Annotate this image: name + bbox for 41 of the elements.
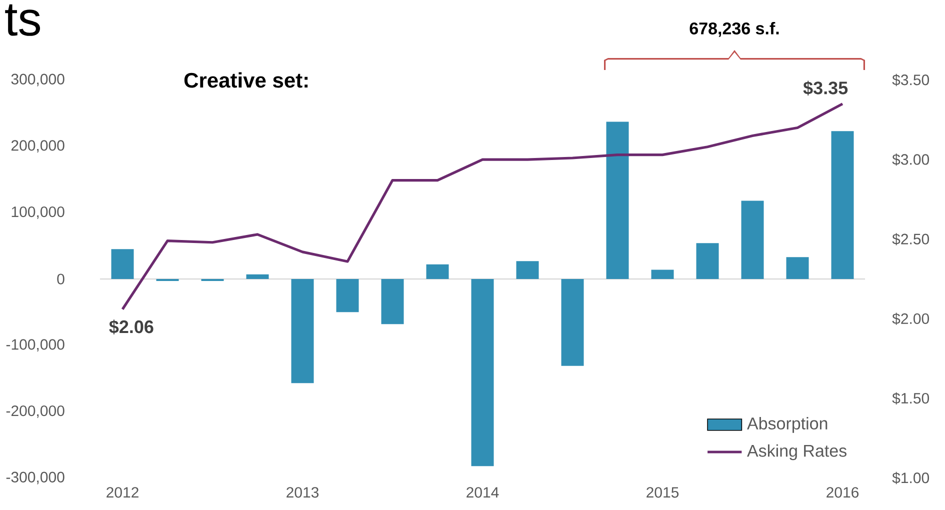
- bar: [426, 264, 449, 279]
- y2-tick-label: $2.00: [892, 312, 930, 325]
- data-label: $3.35: [803, 80, 848, 96]
- y2-tick-label: $1.00: [892, 472, 930, 484]
- bar: [291, 279, 314, 384]
- bar: [561, 279, 584, 366]
- bar: [651, 270, 674, 279]
- annotation: Creative set:: [184, 72, 308, 88]
- x-tick-label: 2012: [106, 487, 138, 498]
- y-tick-label: -200,000: [6, 405, 64, 418]
- y2-tick-label: $2.50: [892, 233, 930, 246]
- x-tick-label: 2013: [286, 487, 319, 498]
- bar: [741, 200, 764, 279]
- bar: [471, 279, 494, 466]
- x-tick-label: 2016: [826, 487, 859, 498]
- y2-tick-label: $1.50: [892, 392, 930, 404]
- bar: [786, 257, 809, 279]
- bar: [246, 274, 269, 279]
- bar: [606, 122, 629, 279]
- data-label: $2.06: [109, 320, 154, 334]
- y-tick-label: -300,000: [6, 472, 64, 484]
- y-tick-label: 0: [57, 274, 64, 284]
- text: 678,236 s.f.: [690, 22, 779, 37]
- x-tick-label: 2014: [466, 487, 499, 498]
- y-tick-label: 300,000: [11, 74, 64, 86]
- legend-label: Asking Rates: [747, 444, 846, 460]
- y2-tick-label: $3.00: [892, 154, 930, 166]
- line-series: [121, 102, 844, 311]
- chart-title: ts: [5, 4, 40, 36]
- y-tick-label: 200,000: [11, 140, 64, 153]
- y-tick-label: 100,000: [12, 206, 64, 219]
- bar: [381, 279, 404, 324]
- bar: [516, 261, 539, 279]
- y-tick-label: -100,000: [6, 339, 64, 352]
- bar: [111, 249, 134, 279]
- y2-tick-label: $3.50: [892, 74, 930, 86]
- bar: [831, 131, 854, 279]
- x-tick-label: 2015: [646, 487, 679, 498]
- bar: [696, 243, 719, 279]
- bar: [336, 279, 359, 312]
- legend-label: Absorption: [747, 417, 828, 433]
